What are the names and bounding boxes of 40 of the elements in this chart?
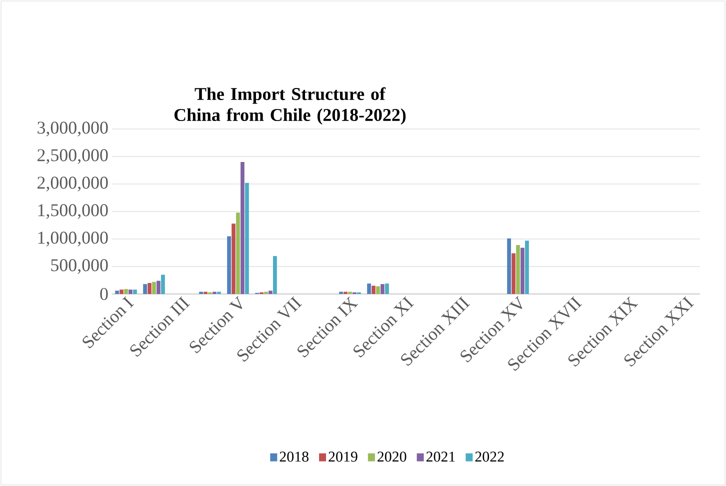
bar <box>273 256 277 294</box>
legend-label: 2021 <box>426 452 455 462</box>
bar <box>385 284 389 294</box>
bar <box>507 238 511 294</box>
y-tick-label: 3,000,000 <box>38 122 108 136</box>
y-tick-label: 2,500,000 <box>38 149 108 164</box>
bar <box>120 290 124 294</box>
bar <box>268 290 272 294</box>
chart-title: The Import Structure of China from Chile (2018-2022) <box>174 87 406 125</box>
bar <box>367 284 371 294</box>
bar <box>128 290 132 294</box>
bar <box>525 240 529 294</box>
bar <box>143 284 147 294</box>
bar <box>232 224 236 294</box>
bar <box>124 289 128 294</box>
bar <box>240 162 244 294</box>
bar <box>148 282 152 294</box>
legend-label: 2022 <box>475 452 504 462</box>
y-tick-label: 2,000,000 <box>38 176 108 192</box>
bar <box>376 286 380 294</box>
bar <box>161 274 165 294</box>
bar <box>512 253 516 294</box>
bar <box>152 282 156 294</box>
bar <box>227 236 231 294</box>
legend-label: 2020 <box>378 452 406 462</box>
bar <box>245 182 249 294</box>
legend-label: 2018 <box>280 452 308 462</box>
y-tick-label: 1,500,000 <box>38 204 108 219</box>
bar <box>133 290 137 294</box>
y-tick-label: 1,000,000 <box>38 232 108 246</box>
bar <box>520 248 524 294</box>
y-tick-label: 500,000 <box>51 259 108 274</box>
bar <box>156 280 160 294</box>
bar <box>236 212 240 294</box>
bar <box>115 290 119 294</box>
bar <box>516 245 520 294</box>
legend-label: 2019 <box>328 452 358 462</box>
bar <box>372 286 376 294</box>
bar <box>380 284 384 294</box>
y-tick-label: 0 <box>100 288 108 300</box>
